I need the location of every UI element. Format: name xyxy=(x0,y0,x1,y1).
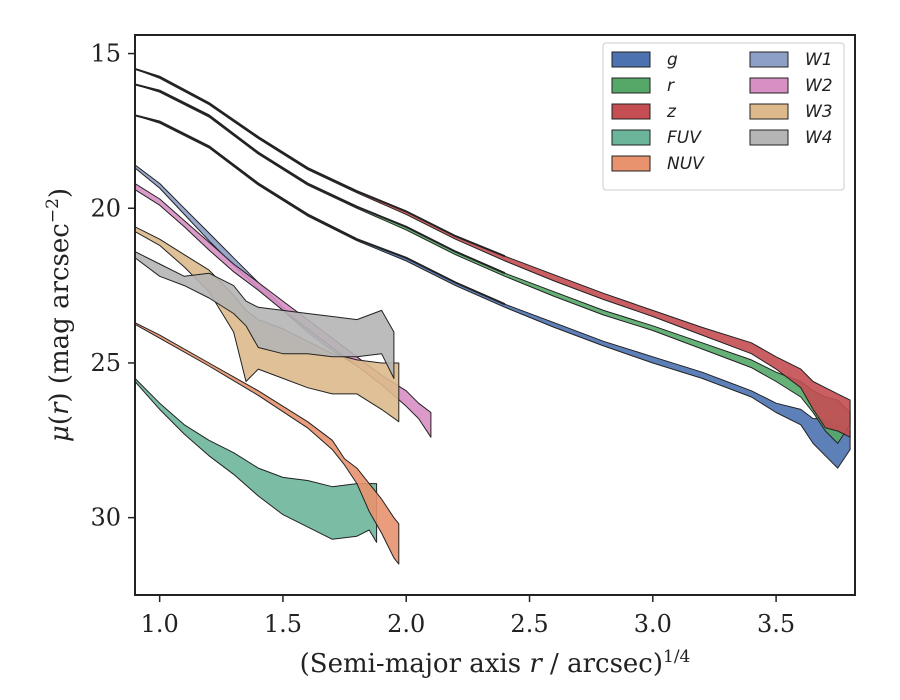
legend-label-w3: W3 xyxy=(805,102,833,122)
x-axis-ticks: 1.0 1.5 2.0 2.5 3.0 3.5 xyxy=(141,595,795,638)
y-tick-label: 20 xyxy=(90,194,121,222)
legend-label-z: z xyxy=(666,102,677,122)
y-tick-label: 25 xyxy=(90,349,121,377)
model-curve-layer xyxy=(135,68,506,306)
series-band-w4 xyxy=(135,251,395,379)
series-band-fuv xyxy=(135,377,378,543)
legend-swatch-w3 xyxy=(749,103,789,120)
legend-label-r: r xyxy=(667,76,675,96)
x-tick-label: 2.0 xyxy=(387,610,425,638)
model-curve-3 xyxy=(135,114,506,306)
x-tick-label: 1.5 xyxy=(264,610,302,638)
x-tick-label: 2.5 xyxy=(510,610,548,638)
legend-label-w2: W2 xyxy=(805,76,833,96)
x-tick-label: 1.0 xyxy=(141,610,179,638)
legend-swatch-w1 xyxy=(749,51,789,68)
legend-label-fuv: FUV xyxy=(667,128,702,148)
legend-swatch-r xyxy=(611,77,651,94)
x-tick-label: 3.5 xyxy=(757,610,795,638)
model-curve-1 xyxy=(135,68,506,258)
legend: grz FUV NUV W1 W2 W3 W4 xyxy=(602,42,845,191)
legend-swatch-g xyxy=(611,51,651,68)
legend-label-g: g xyxy=(667,50,678,70)
legend-swatch-w4 xyxy=(749,129,789,146)
legend-swatch-z xyxy=(611,103,651,120)
y-tick-label: 30 xyxy=(90,504,121,532)
y-tick-label: 15 xyxy=(90,40,121,68)
plot-frame xyxy=(134,34,856,596)
x-tick-label: 3.0 xyxy=(634,610,672,638)
legend-swatch-nuv xyxy=(611,155,651,172)
series-layer xyxy=(135,68,851,565)
legend-label-w4: W4 xyxy=(805,128,833,148)
model-curve-2 xyxy=(135,83,506,275)
legend-label-w1: W1 xyxy=(805,50,833,70)
legend-swatch-w2 xyxy=(749,77,789,94)
y-axis-ticks: 15 20 25 30 xyxy=(90,40,135,532)
legend-swatch-fuv xyxy=(611,129,651,146)
x-axis-label: (Semi-major axis r / arcsec)1/4 xyxy=(300,647,691,679)
y-axis-label: μ(r) (mag arcsec−2) xyxy=(43,188,75,442)
series-band-nuv xyxy=(135,322,400,565)
legend-label-nuv: NUV xyxy=(667,154,705,174)
